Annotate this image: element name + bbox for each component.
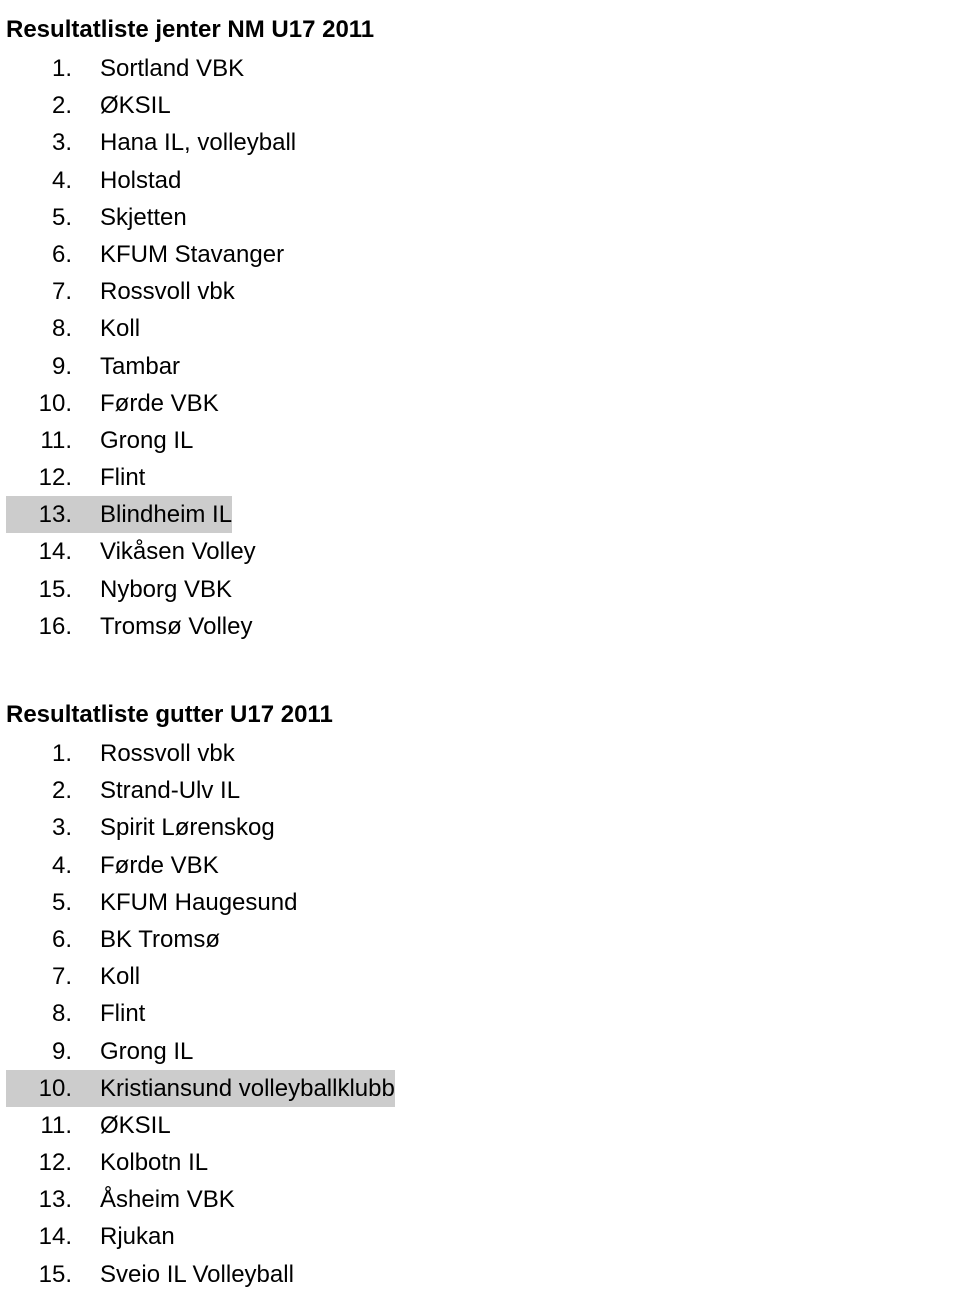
list-item-number: 2. — [6, 87, 100, 124]
list-item: 14.Vikåsen Volley — [6, 533, 954, 570]
list-item: 16.Tromsø Volley — [6, 608, 954, 645]
list-item-number: 13. — [6, 496, 100, 533]
list-item-label: Åsheim VBK — [100, 1181, 235, 1218]
list-item-label: Sortland VBK — [100, 50, 244, 87]
list-item-label: ØKSIL — [100, 87, 171, 124]
list-item-number: 4. — [6, 162, 100, 199]
list-item-number: 15. — [6, 1256, 100, 1293]
list-item-number: 15. — [6, 571, 100, 608]
list-item: 3.Hana IL, volleyball — [6, 124, 954, 161]
list-item-number: 13. — [6, 1181, 100, 1218]
list-item: 12.Flint — [6, 459, 954, 496]
list-item-number: 12. — [6, 1144, 100, 1181]
list-item: 6.KFUM Stavanger — [6, 236, 954, 273]
list-item-label: Strand-Ulv IL — [100, 772, 240, 809]
list-item-number: 14. — [6, 1218, 100, 1255]
list-item-number: 7. — [6, 958, 100, 995]
list-item-label: Tambar — [100, 348, 180, 385]
list-item: 7.Rossvoll vbk — [6, 273, 954, 310]
section-title: Resultatliste jenter NM U17 2011 — [6, 16, 954, 44]
list-item: 7.Koll — [6, 958, 954, 995]
result-list: 1.Rossvoll vbk2.Strand-Ulv IL3.Spirit Lø… — [6, 735, 954, 1293]
list-item: 9.Tambar — [6, 348, 954, 385]
list-item-number: 10. — [6, 1070, 100, 1107]
list-item: 13.Åsheim VBK — [6, 1181, 954, 1218]
list-item: 11.ØKSIL — [6, 1107, 954, 1144]
list-item-label: Flint — [100, 995, 145, 1032]
list-item-label: Rossvoll vbk — [100, 735, 235, 772]
list-item-number: 11. — [6, 422, 100, 459]
result-list: 1.Sortland VBK2.ØKSIL3.Hana IL, volleyba… — [6, 50, 954, 645]
list-item: 5.Skjetten — [6, 199, 954, 236]
list-item-label: Skjetten — [100, 199, 187, 236]
list-item: 4.Førde VBK — [6, 847, 954, 884]
list-item: 8.Flint — [6, 995, 954, 1032]
list-item-label: Hana IL, volleyball — [100, 124, 296, 161]
list-item-number: 9. — [6, 348, 100, 385]
list-item-number: 5. — [6, 884, 100, 921]
list-item-number: 4. — [6, 847, 100, 884]
list-item-label: Vikåsen Volley — [100, 533, 256, 570]
list-item-label: Kolbotn IL — [100, 1144, 208, 1181]
list-item-number: 3. — [6, 124, 100, 161]
list-item-label: Førde VBK — [100, 385, 219, 422]
list-item: 15.Sveio IL Volleyball — [6, 1256, 954, 1293]
list-item: 6.BK Tromsø — [6, 921, 954, 958]
list-item-number: 1. — [6, 50, 100, 87]
list-item-number: 6. — [6, 236, 100, 273]
list-item: 2.Strand-Ulv IL — [6, 772, 954, 809]
list-item: 4.Holstad — [6, 162, 954, 199]
list-item: 12.Kolbotn IL — [6, 1144, 954, 1181]
list-item-number: 8. — [6, 995, 100, 1032]
list-item-number: 16. — [6, 608, 100, 645]
list-item-label: Koll — [100, 958, 140, 995]
list-item-label: Blindheim IL — [100, 496, 232, 533]
list-item-number: 5. — [6, 199, 100, 236]
list-item-number: 9. — [6, 1033, 100, 1070]
list-item-label: Koll — [100, 310, 140, 347]
list-item-number: 6. — [6, 921, 100, 958]
list-item-label: Kristiansund volleyballklubb — [100, 1070, 395, 1107]
section-title: Resultatliste gutter U17 2011 — [6, 701, 954, 729]
list-item: 11.Grong IL — [6, 422, 954, 459]
list-item-number: 10. — [6, 385, 100, 422]
list-item-number: 8. — [6, 310, 100, 347]
list-item: 9.Grong IL — [6, 1033, 954, 1070]
list-item-label: KFUM Stavanger — [100, 236, 284, 273]
list-item-label: Spirit Lørenskog — [100, 809, 275, 846]
list-item-label: Førde VBK — [100, 847, 219, 884]
list-item-label: Grong IL — [100, 1033, 193, 1070]
list-item-number: 12. — [6, 459, 100, 496]
list-item-label: Holstad — [100, 162, 181, 199]
list-item-label: Flint — [100, 459, 145, 496]
list-item-label: Sveio IL Volleyball — [100, 1256, 294, 1293]
list-item: 5.KFUM Haugesund — [6, 884, 954, 921]
list-item-label: Grong IL — [100, 422, 193, 459]
list-item: 1.Rossvoll vbk — [6, 735, 954, 772]
list-item: 13.Blindheim IL — [6, 496, 954, 533]
list-item: 3.Spirit Lørenskog — [6, 809, 954, 846]
list-item-number: 3. — [6, 809, 100, 846]
list-item-number: 1. — [6, 735, 100, 772]
list-item: 10.Kristiansund volleyballklubb — [6, 1070, 954, 1107]
list-item-number: 14. — [6, 533, 100, 570]
list-item: 10.Førde VBK — [6, 385, 954, 422]
list-item-number: 11. — [6, 1107, 100, 1144]
list-item-label: ØKSIL — [100, 1107, 171, 1144]
document-root: Resultatliste jenter NM U17 20111.Sortla… — [6, 16, 954, 1293]
list-item: 8.Koll — [6, 310, 954, 347]
list-item: 15.Nyborg VBK — [6, 571, 954, 608]
list-item: 14.Rjukan — [6, 1218, 954, 1255]
list-item-label: BK Tromsø — [100, 921, 220, 958]
list-item-label: KFUM Haugesund — [100, 884, 297, 921]
list-item-label: Nyborg VBK — [100, 571, 232, 608]
list-item-number: 7. — [6, 273, 100, 310]
list-item-label: Rossvoll vbk — [100, 273, 235, 310]
section-gap — [6, 645, 954, 701]
list-item-number: 2. — [6, 772, 100, 809]
list-item-label: Tromsø Volley — [100, 608, 252, 645]
list-item-label: Rjukan — [100, 1218, 175, 1255]
list-item: 1.Sortland VBK — [6, 50, 954, 87]
list-item: 2.ØKSIL — [6, 87, 954, 124]
